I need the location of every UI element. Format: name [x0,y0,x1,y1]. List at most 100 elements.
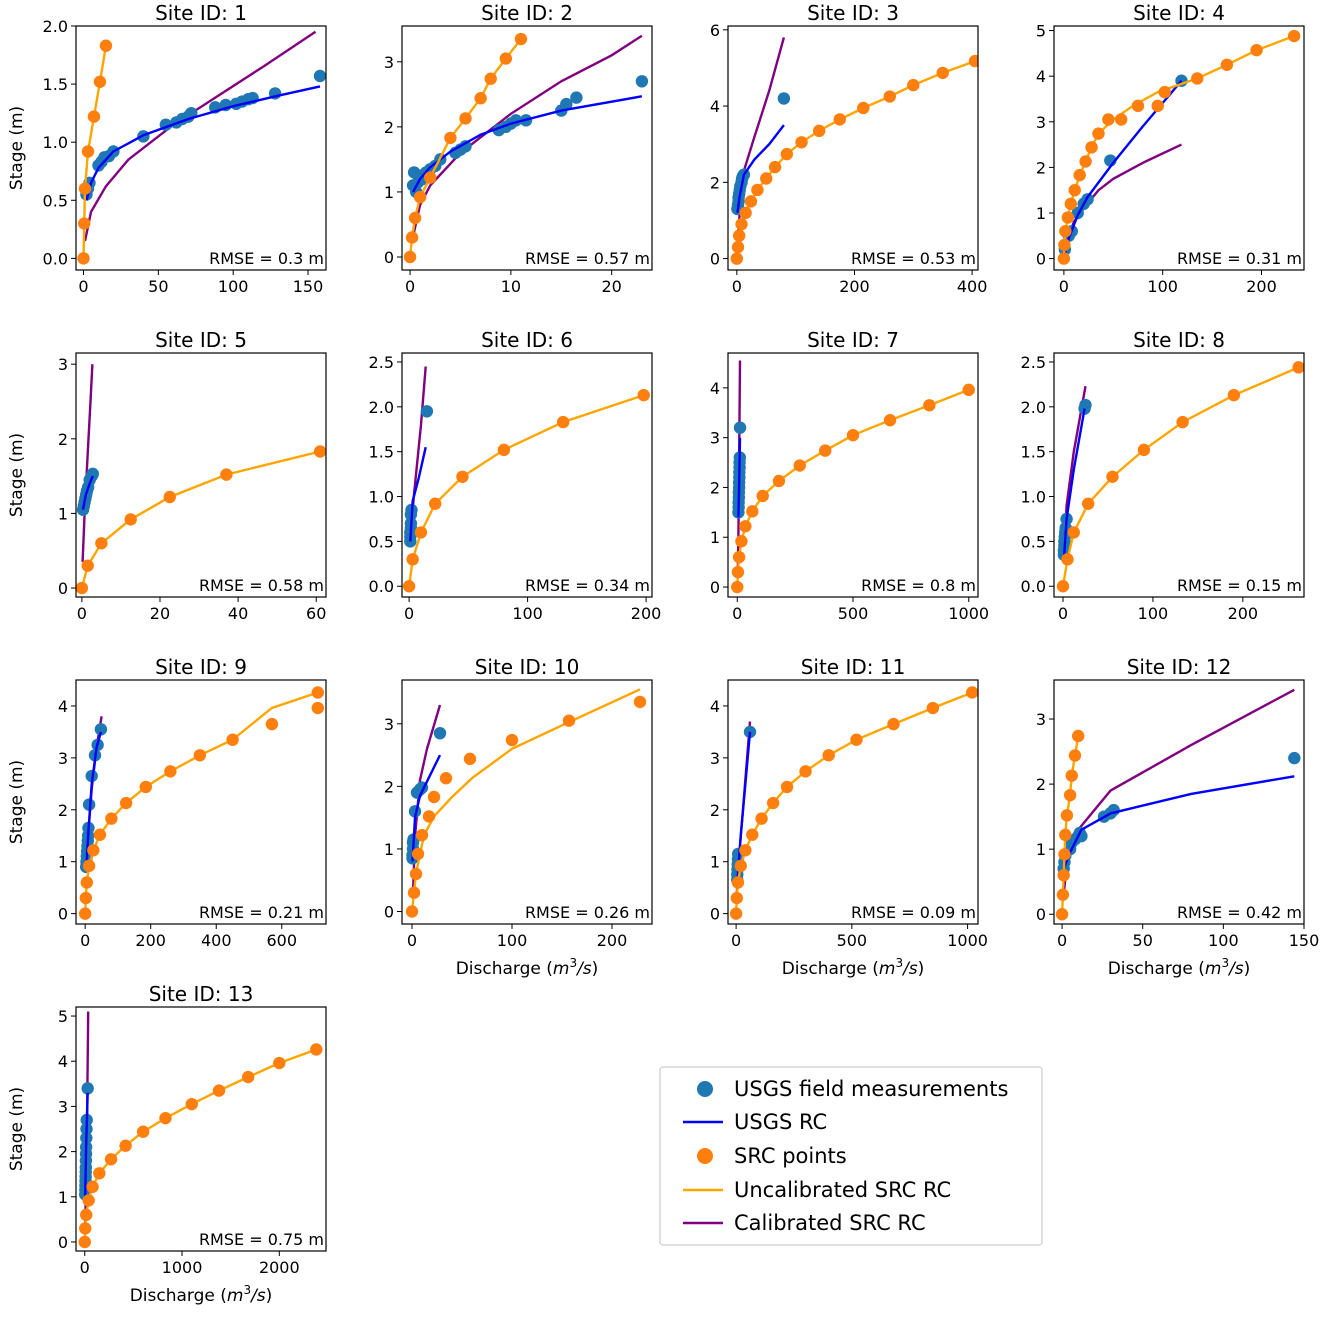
src-point [119,1139,132,1152]
x-tick-label: 0 [80,1258,90,1277]
y-tick-label: 0 [1036,250,1046,269]
src-point [79,891,93,905]
subplot-title: Site ID: 7 [807,328,899,352]
rmse-annotation: RMSE = 0.21 m [199,903,324,922]
y-tick-label: 1.5 [369,443,394,462]
usgs-field-measurement-point [1079,398,1092,412]
src-point [731,580,744,594]
src-point [1059,828,1072,842]
src-point [1079,155,1092,168]
uncalibrated-src-rc-line [1062,34,1295,259]
y-tick-label: 3 [384,715,394,734]
src-point [1060,809,1074,822]
x-tick-label: 150 [293,277,324,296]
legend-item-src-points: SRC points [697,1144,847,1168]
src-point [499,52,513,65]
x-tick-label: 50 [148,277,168,296]
src-point [463,752,477,766]
src-point [751,183,764,197]
src-point [139,780,152,794]
usgs-rc-line [411,754,442,862]
rmse-annotation: RMSE = 0.34 m [525,576,650,595]
legend-label-src-points: SRC points [734,1144,847,1168]
src-point [273,1056,286,1070]
subplot-title: Site ID: 11 [801,655,906,679]
y-tick-label: 2.0 [43,17,68,36]
rmse-annotation: RMSE = 0.42 m [1177,903,1302,922]
src-point [1106,470,1119,483]
usgs-rc-line [412,95,643,193]
subplot-site-6: Site ID: 6 0 100 200 0.0 0.5 1.0 1.5 2.0 2.5 RMSE … [369,328,662,623]
rmse-annotation: RMSE = 0.8 m [861,576,976,595]
x-tick-label: 0 [78,277,88,296]
src-point [730,252,744,265]
src-point [637,388,650,402]
x-axis-label: Discharge (m3/s) [1108,956,1251,979]
y-tick-label: 3 [58,1097,68,1116]
subplot-site-9: Site ID: 9 0 200 400 600 0 1 2 3 4 RMSE = 0.21 m St… [7,655,327,950]
src-point [760,172,773,185]
src-point [93,75,107,88]
x-tick-label: 200 [631,604,662,623]
subplot-site-2: Site ID: 2 0 10 20 0 1 2 3 RMSE = 0.57 m [384,1,653,296]
axes-frame [727,352,979,598]
x-tick-label: 100 [218,277,249,296]
usgs-field-measurement-point [94,723,108,736]
y-tick-label: 3 [58,355,68,374]
uncalibrated-src-rc-line [1061,366,1300,587]
src-point [730,891,743,905]
src-point [731,876,745,889]
y-tick-label: 0 [710,250,720,269]
x-tick-label: 100 [497,931,528,950]
src-point [1067,526,1080,539]
usgs-rc-line [737,437,742,518]
y-tick-label: 3 [1036,710,1046,729]
src-point [226,733,239,746]
y-tick-label: 1 [58,853,68,872]
subplot-site-7: Site ID: 7 0 500 1000 0 1 2 3 4 RMSE = 0.8 m [710,328,989,623]
y-tick-label: 3 [710,749,720,768]
src-point [962,383,975,397]
usgs-field-measurement-point [560,97,573,111]
src-point [80,1208,93,1222]
axes-frame [401,352,653,598]
x-tick-label: 0 [77,604,87,623]
x-tick-label: 40 [228,604,248,623]
rmse-annotation: RMSE = 0.15 m [1177,576,1302,595]
subplot-site-10: Site ID: 10 0 100 200 0 1 2 3 RMSE = 0.26 m Disch… [384,655,653,979]
src-point [78,907,92,920]
uncalibrated-src-rc-line [407,394,645,587]
usgs-rc-line [1062,775,1295,870]
src-point [1137,443,1151,457]
x-tick-label: 0 [80,931,90,950]
y-tick-label: 1 [710,528,720,547]
y-tick-label: 0.0 [43,249,68,268]
src-point [731,565,745,579]
src-point [1092,127,1105,140]
src-point [1057,869,1070,882]
src-point [1058,848,1071,861]
src-point [484,72,497,85]
legend-label-calibrated-src-rc: Calibrated SRC RC [734,1211,926,1235]
plot-area [77,30,326,265]
subplot-title: Site ID: 13 [149,982,254,1006]
x-tick-label: 200 [1228,604,1259,623]
legend-item-usgs-field-measurements: USGS field measurements [697,1077,1008,1101]
legend-marker-src-points [697,1148,713,1164]
src-point [923,399,936,412]
src-point [163,490,176,504]
src-point [799,765,812,778]
src-point [79,1222,92,1235]
src-point [87,844,100,857]
subplot-title: Site ID: 8 [1133,328,1225,352]
usgs-rc-line [409,446,427,542]
y-tick-label: 1 [384,183,394,202]
y-tick-label: 4 [710,379,720,398]
subplot-site-5: Site ID: 5 0 20 40 60 0 1 2 3 RMSE = 0.58 m Stage … [7,328,327,623]
x-tick-label: 200 [135,931,166,950]
src-point [95,537,108,550]
y-tick-label: 2 [58,430,68,449]
src-point [104,1153,118,1166]
src-point [444,131,457,145]
y-tick-label: 2 [58,801,68,820]
